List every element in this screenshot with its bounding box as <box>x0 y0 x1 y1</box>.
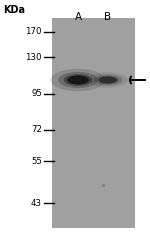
Bar <box>52 18 135 228</box>
Ellipse shape <box>51 69 105 91</box>
Ellipse shape <box>94 74 122 86</box>
Text: 130: 130 <box>26 52 42 62</box>
Ellipse shape <box>58 72 98 88</box>
Ellipse shape <box>64 74 92 86</box>
Ellipse shape <box>67 75 89 85</box>
Ellipse shape <box>97 76 119 84</box>
Text: 95: 95 <box>31 89 42 99</box>
Text: A: A <box>74 12 82 22</box>
Text: B: B <box>104 12 112 22</box>
Text: KDa: KDa <box>3 5 25 15</box>
Text: 43: 43 <box>31 199 42 208</box>
Ellipse shape <box>99 76 117 83</box>
Text: 170: 170 <box>26 27 42 37</box>
Text: 72: 72 <box>31 126 42 134</box>
Text: 55: 55 <box>31 157 42 165</box>
Ellipse shape <box>88 72 128 88</box>
